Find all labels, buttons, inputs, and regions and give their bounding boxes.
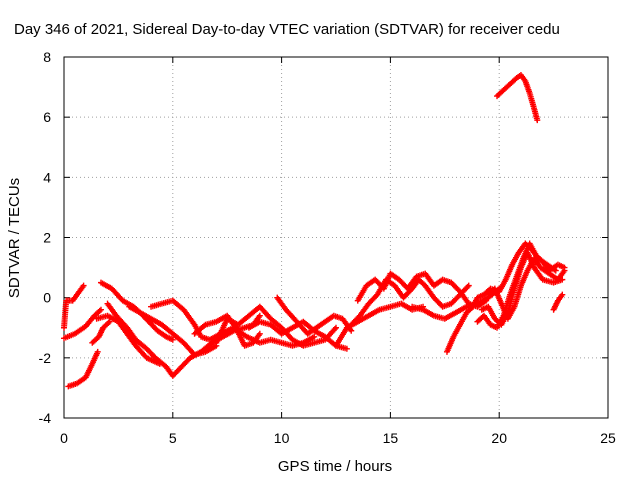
data-point [559, 291, 566, 298]
tick-layer: 0 5 10 15 20 25 -4 -2 0 2 4 6 8 [39, 49, 616, 446]
y-tick-label: -4 [39, 410, 52, 426]
data-point [256, 330, 263, 337]
data-point [465, 282, 472, 289]
data-point [561, 267, 568, 274]
y-tick-label: 4 [43, 169, 51, 185]
data-point [256, 312, 263, 319]
series-arc-a [61, 282, 87, 331]
y-axis-label: SDTVAR / TECUs [6, 178, 23, 298]
data-point [311, 333, 318, 340]
grid-layer [64, 57, 608, 418]
data-point [97, 306, 104, 313]
data-point [94, 348, 101, 355]
x-tick-label: 0 [60, 430, 68, 446]
x-axis-label: GPS time / hours [278, 458, 392, 475]
x-tick-label: 5 [169, 430, 177, 446]
chart-title: Day 346 of 2021, Sidereal Day-to-day VTE… [14, 21, 560, 38]
y-tick-label: -2 [39, 350, 52, 366]
series-arc-u [485, 255, 568, 322]
y-tick-label: 2 [43, 230, 51, 246]
series-arc-g [93, 312, 163, 367]
data-point [464, 283, 471, 290]
x-tick-label: 10 [274, 430, 290, 446]
y-tick-label: 0 [43, 290, 51, 306]
data-point [343, 345, 350, 352]
data-point [106, 318, 113, 325]
x-tick-label: 25 [600, 430, 616, 446]
data-layer [61, 72, 568, 390]
series-arc-t [478, 249, 566, 328]
y-tick-label: 8 [43, 49, 51, 65]
series-arc-l [245, 318, 350, 352]
y-tick-label: 6 [43, 109, 51, 125]
series-arc-b [61, 306, 104, 342]
data-point [552, 267, 559, 274]
data-point [534, 117, 541, 124]
data-point [333, 324, 339, 331]
series-arc-c [65, 348, 101, 390]
series-arc-v [550, 291, 566, 313]
data-point [348, 327, 355, 334]
data-point [80, 282, 87, 289]
series-arc-d [89, 318, 113, 346]
series-arc-h [126, 303, 220, 358]
data-point [156, 360, 163, 367]
x-tick-label: 15 [383, 430, 399, 446]
series-arc-w [494, 72, 541, 124]
series-arc-o [348, 276, 472, 328]
x-tick-label: 20 [491, 430, 507, 446]
data-point [169, 336, 176, 343]
